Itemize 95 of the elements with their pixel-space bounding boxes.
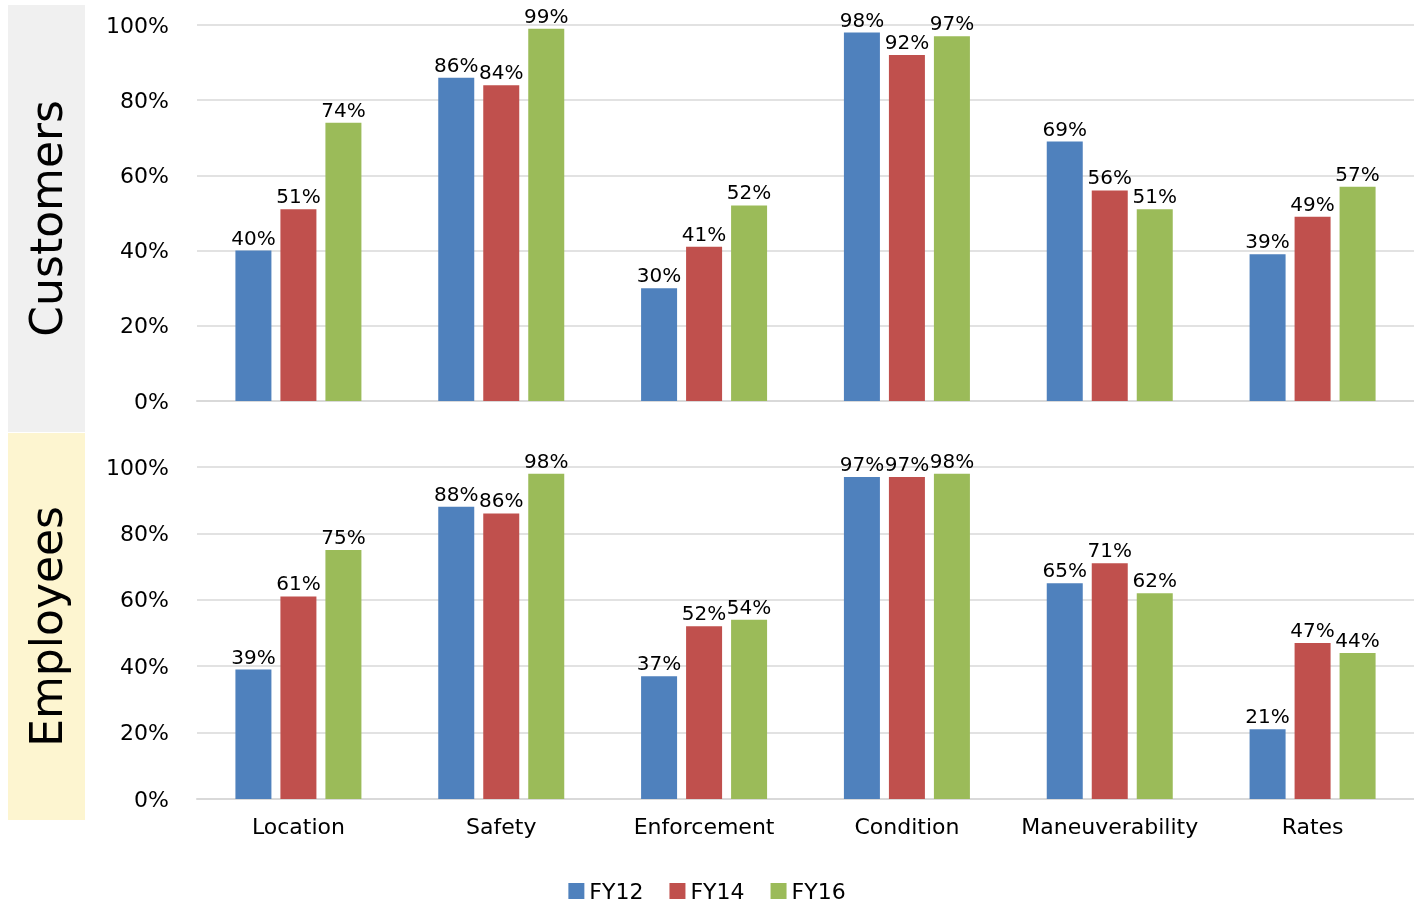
data-label: 99% <box>524 3 569 28</box>
bar <box>483 513 520 799</box>
data-label: 57% <box>1335 161 1380 186</box>
bar <box>528 28 565 401</box>
bar <box>933 473 970 799</box>
data-label: 97% <box>929 11 975 36</box>
bar <box>731 205 768 401</box>
bar <box>280 209 317 401</box>
data-label: 56% <box>1087 165 1132 190</box>
bar <box>888 55 925 401</box>
data-label: 44% <box>1335 627 1380 652</box>
data-label: 84% <box>479 60 524 85</box>
y-tick-label: 100% <box>106 12 169 38</box>
x-tick-label: Rates <box>1281 813 1344 839</box>
y-tick-label: 100% <box>106 454 169 480</box>
data-label: 98% <box>839 7 885 32</box>
bar <box>888 476 925 799</box>
data-label: 88% <box>434 481 479 506</box>
bar <box>235 669 272 799</box>
data-label: 49% <box>1290 191 1335 216</box>
data-label: 51% <box>1132 184 1177 209</box>
bar <box>1046 141 1083 401</box>
data-label: 21% <box>1245 704 1290 729</box>
bar <box>731 619 768 799</box>
y-axis-title: Employees <box>21 506 72 747</box>
bar <box>280 596 317 799</box>
bar <box>325 550 362 799</box>
x-tick-label: Enforcement <box>633 813 775 839</box>
bar <box>235 250 272 401</box>
bar <box>528 473 565 799</box>
data-label: 69% <box>1042 116 1087 141</box>
bar <box>483 85 520 401</box>
y-tick-label: 20% <box>120 313 169 339</box>
y-tick-label: 0% <box>134 388 169 414</box>
bar <box>438 506 475 799</box>
bar <box>1339 186 1376 401</box>
bar <box>1294 642 1331 799</box>
y-axis-title: Customers <box>21 100 72 337</box>
bar <box>641 288 678 401</box>
y-tick-label: 20% <box>120 720 169 746</box>
bar <box>1249 729 1286 799</box>
data-label: 39% <box>231 644 276 669</box>
bar <box>641 676 678 799</box>
data-label: 37% <box>636 651 682 676</box>
bar <box>1091 190 1128 401</box>
data-label: 65% <box>1042 558 1087 583</box>
y-tick-label: 60% <box>120 162 169 188</box>
bar <box>843 32 880 401</box>
data-label: 52% <box>681 601 727 626</box>
y-tick-label: 60% <box>120 587 169 613</box>
bar <box>933 36 970 401</box>
y-tick-label: 40% <box>120 653 169 679</box>
bar <box>325 122 362 401</box>
y-tick-label: 80% <box>120 520 169 546</box>
data-label: 30% <box>636 263 682 288</box>
bar <box>1294 216 1331 401</box>
data-label: 62% <box>1132 568 1177 593</box>
data-label: 41% <box>681 221 727 246</box>
data-label: 61% <box>276 571 321 596</box>
bar <box>686 626 723 799</box>
y-tick-label: 0% <box>134 786 169 812</box>
data-label: 86% <box>479 488 524 513</box>
legend-label: FY12 <box>589 878 644 904</box>
data-label: 92% <box>884 30 930 55</box>
data-label: 39% <box>1245 229 1290 254</box>
bar <box>1339 652 1376 799</box>
data-label: 98% <box>524 448 569 473</box>
bar <box>1136 209 1173 401</box>
x-tick-label: Location <box>251 813 345 839</box>
y-tick-label: 80% <box>120 87 169 113</box>
bar <box>1249 254 1286 401</box>
bar <box>1091 563 1128 799</box>
data-label: 71% <box>1087 538 1132 563</box>
bar <box>438 77 475 401</box>
bar <box>1136 593 1173 799</box>
bar <box>1046 583 1083 799</box>
y-tick-label: 40% <box>120 238 169 264</box>
bar <box>843 476 880 799</box>
x-tick-label: Maneuverability <box>1021 813 1199 839</box>
data-label: 54% <box>726 594 772 619</box>
data-label: 98% <box>929 448 975 473</box>
legend-label: FY16 <box>791 878 846 904</box>
data-label: 52% <box>726 180 772 205</box>
data-label: 86% <box>434 52 479 77</box>
data-label: 97% <box>839 451 885 476</box>
data-label: 47% <box>1290 617 1335 642</box>
data-label: 74% <box>321 97 366 122</box>
bar <box>686 246 723 401</box>
data-label: 75% <box>321 525 366 549</box>
x-tick-label: Safety <box>466 813 537 839</box>
x-tick-label: Condition <box>854 813 960 839</box>
data-label: 51% <box>276 184 321 209</box>
data-label: 40% <box>231 225 276 250</box>
data-label: 97% <box>884 451 930 476</box>
legend-label: FY14 <box>690 878 745 904</box>
